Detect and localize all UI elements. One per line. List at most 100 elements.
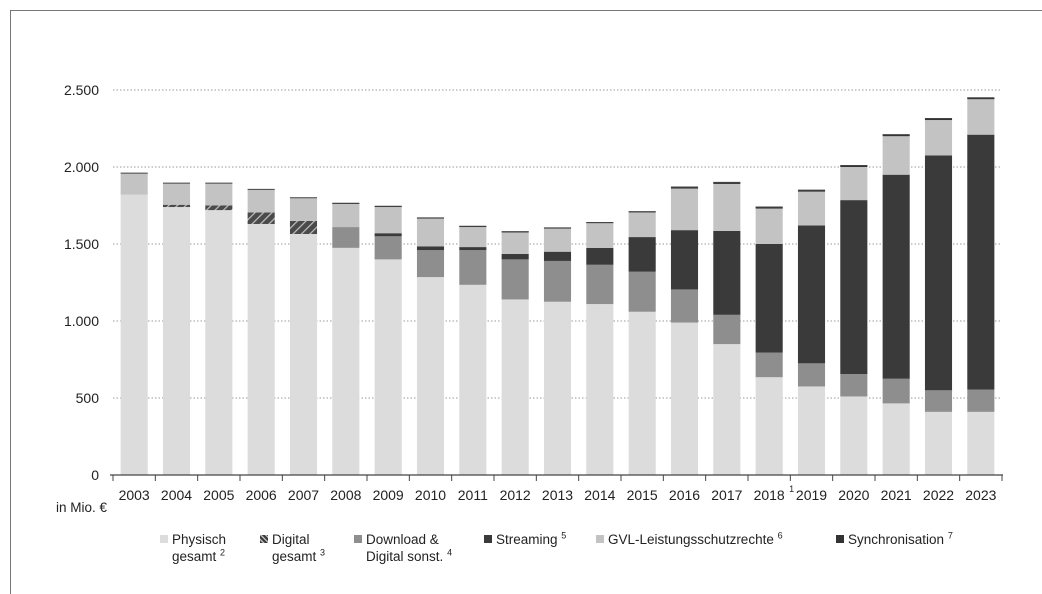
bar-segment-download — [713, 315, 740, 344]
bar-segment-streaming — [798, 226, 825, 364]
bar-segment-physisch — [121, 195, 148, 475]
bar-segment-physisch — [671, 323, 698, 475]
bar-segment-streaming — [375, 233, 402, 236]
x-tick-label: 2008 — [330, 487, 361, 503]
y-tick-label: 2.500 — [64, 82, 99, 98]
bar-segment-physisch — [502, 299, 529, 475]
x-tick-label: 2018 — [754, 487, 785, 503]
bar-segment-gvl — [459, 227, 486, 247]
bar-segment-physisch — [163, 207, 190, 475]
x-tick-label: 2014 — [584, 487, 615, 503]
bar-segment-download — [883, 379, 910, 404]
x-tick-label: 2010 — [415, 487, 446, 503]
bar-segment-streaming — [713, 231, 740, 315]
bar-segment-physisch — [205, 210, 232, 475]
x-tick-label: 2020 — [838, 487, 869, 503]
x-tick-label: 2003 — [119, 487, 150, 503]
x-tick-label: 2023 — [965, 487, 996, 503]
bar-segment-gvl — [290, 198, 317, 221]
x-tick-label: 2004 — [161, 487, 192, 503]
bar-segment-streaming — [502, 254, 529, 259]
bar-segment-download — [798, 363, 825, 386]
bar-segment-download — [459, 250, 486, 285]
bar-segment-physisch — [756, 377, 783, 475]
x-tick-label: 2006 — [246, 487, 277, 503]
bar-segment-download — [925, 390, 952, 412]
bar-segment-streaming — [459, 247, 486, 250]
bar-segment-gvl — [375, 207, 402, 233]
bar-segment-download — [586, 265, 613, 304]
x-tick-label: 2019 — [796, 487, 827, 503]
bar-segment-download — [629, 272, 656, 312]
bar-segment-gvl — [544, 229, 571, 252]
y-unit-label: in Mio. € — [56, 500, 107, 515]
bar-segment-streaming — [967, 135, 994, 390]
bar-segment-streaming — [756, 244, 783, 353]
bar-segment-download — [756, 353, 783, 378]
bar-segment-physisch — [248, 224, 275, 475]
bar-segment-physisch — [332, 248, 359, 475]
x-tick-label: 2013 — [542, 487, 573, 503]
y-tick-label: 1.000 — [64, 313, 99, 329]
bar-segment-gvl — [163, 183, 190, 205]
bar-segment-gvl — [502, 232, 529, 254]
bar-segment-gvl — [417, 219, 444, 247]
bar-segment-gvl — [332, 204, 359, 227]
bar-segment-gvl — [925, 120, 952, 155]
bar-segment-physisch — [713, 344, 740, 475]
bar-segment-physisch — [290, 234, 317, 475]
bar-segment-gvl — [121, 173, 148, 195]
x-tick-label: 2021 — [881, 487, 912, 503]
bar-segment-gvl — [967, 99, 994, 134]
bar-segment-physisch — [925, 412, 952, 475]
y-tick-label: 500 — [76, 390, 100, 406]
bars — [121, 98, 995, 475]
bar-segment-gvl — [756, 209, 783, 244]
bar-segment-gvl — [671, 189, 698, 231]
bar-segment-download — [671, 289, 698, 322]
bar-segment-download — [502, 259, 529, 299]
bar-segment-physisch — [544, 302, 571, 475]
bar-segment-physisch — [459, 285, 486, 475]
bar-segment-download — [332, 227, 359, 248]
x-tick-label: 2009 — [373, 487, 404, 503]
bar-segment-gvl — [883, 136, 910, 175]
bar-segment-gvl — [713, 184, 740, 231]
bar-segment-download — [840, 374, 867, 396]
bar-segment-streaming — [671, 230, 698, 289]
bar-segment-streaming — [544, 252, 571, 261]
bar-segment-streaming — [883, 175, 910, 379]
x-tick-label: 2022 — [923, 487, 954, 503]
bar-segment-download — [967, 390, 994, 412]
x-tick-label: 2016 — [669, 487, 700, 503]
bar-segment-physisch — [629, 312, 656, 475]
x-tick-label: 2005 — [203, 487, 234, 503]
bar-segment-gvl — [798, 192, 825, 226]
bar-segment-streaming — [417, 246, 444, 250]
bar-segment-gvl — [586, 223, 613, 248]
bar-segment-digital — [290, 221, 317, 234]
bar-segment-gvl — [840, 167, 867, 200]
bar-segment-download — [375, 236, 402, 259]
bar-segment-streaming — [586, 248, 613, 265]
bar-segment-gvl — [629, 212, 656, 237]
x-tick-label: 2011 — [458, 487, 488, 503]
y-tick-label: 2.000 — [64, 159, 99, 175]
bar-segment-physisch — [798, 386, 825, 475]
bar-segment-physisch — [967, 412, 994, 475]
bar-segment-physisch — [883, 403, 910, 475]
y-tick-label: 1.500 — [64, 236, 99, 252]
bar-segment-digital — [248, 212, 275, 224]
bar-segment-digital — [205, 206, 232, 211]
bar-segment-gvl — [248, 189, 275, 212]
bar-segment-physisch — [375, 259, 402, 475]
bar-segment-download — [544, 261, 571, 302]
x-tick-label: 2012 — [500, 487, 531, 503]
bar-segment-physisch — [586, 304, 613, 475]
bar-segment-streaming — [629, 237, 656, 272]
x-tick-label: 2007 — [288, 487, 319, 503]
bar-segment-digital — [163, 205, 190, 207]
bar-segment-streaming — [925, 155, 952, 390]
y-tick-label: 0 — [91, 467, 99, 483]
